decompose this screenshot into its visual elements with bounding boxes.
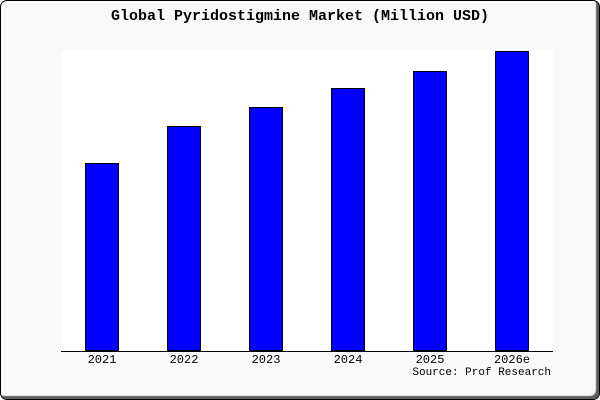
source-note: Source: Prof Research bbox=[412, 367, 551, 379]
plot-area bbox=[61, 51, 553, 352]
bar-2023 bbox=[249, 107, 283, 351]
bar-2022 bbox=[167, 126, 201, 351]
chart-title: Global Pyridostigmine Market (Million US… bbox=[110, 8, 490, 25]
x-tick-label-2023: 2023 bbox=[251, 353, 281, 367]
x-tick-label-2022: 2022 bbox=[169, 353, 199, 367]
bar-2026e bbox=[495, 51, 529, 351]
x-tick-label-2026e: 2026e bbox=[493, 353, 530, 367]
x-tick-label-2021: 2021 bbox=[87, 353, 117, 367]
bar-2025 bbox=[413, 71, 447, 351]
x-tick-label-2024: 2024 bbox=[333, 353, 363, 367]
bar-2024 bbox=[331, 87, 365, 351]
bar-2021 bbox=[85, 162, 119, 351]
x-axis-labels: 2021 2022 2023 2024 2025 2026e bbox=[61, 353, 553, 369]
x-tick-label-2025: 2025 bbox=[415, 353, 445, 367]
